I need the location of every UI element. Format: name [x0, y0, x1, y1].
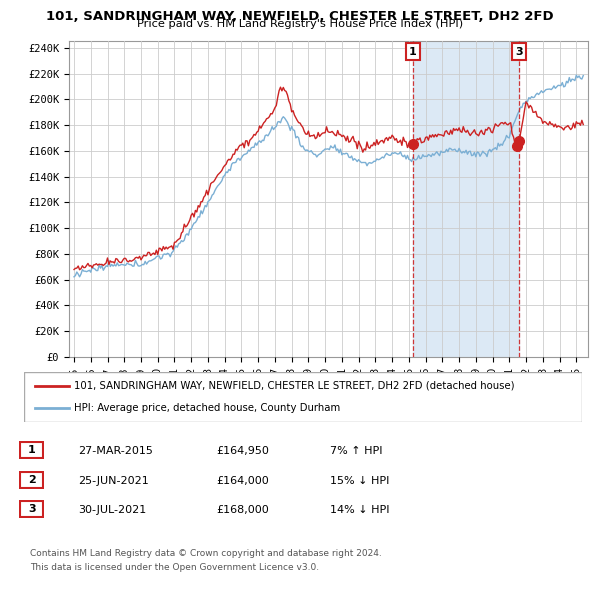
- Text: 1: 1: [409, 47, 416, 57]
- Text: 101, SANDRINGHAM WAY, NEWFIELD, CHESTER LE STREET, DH2 2FD (detached house): 101, SANDRINGHAM WAY, NEWFIELD, CHESTER …: [74, 381, 515, 391]
- Text: £168,000: £168,000: [216, 506, 269, 515]
- Text: This data is licensed under the Open Government Licence v3.0.: This data is licensed under the Open Gov…: [30, 563, 319, 572]
- Text: 25-JUN-2021: 25-JUN-2021: [78, 476, 149, 486]
- Text: 3: 3: [28, 504, 35, 514]
- Text: Contains HM Land Registry data © Crown copyright and database right 2024.: Contains HM Land Registry data © Crown c…: [30, 549, 382, 558]
- Text: 7% ↑ HPI: 7% ↑ HPI: [330, 447, 383, 456]
- FancyBboxPatch shape: [20, 501, 43, 517]
- Text: £164,000: £164,000: [216, 476, 269, 486]
- Text: 2: 2: [28, 475, 35, 484]
- FancyBboxPatch shape: [20, 472, 43, 487]
- Text: HPI: Average price, detached house, County Durham: HPI: Average price, detached house, Coun…: [74, 403, 340, 413]
- Text: £164,950: £164,950: [216, 447, 269, 456]
- Text: 30-JUL-2021: 30-JUL-2021: [78, 506, 146, 515]
- Text: 14% ↓ HPI: 14% ↓ HPI: [330, 506, 389, 515]
- FancyBboxPatch shape: [20, 442, 43, 458]
- Bar: [413, 41, 519, 357]
- Text: 3: 3: [515, 47, 523, 57]
- Text: Price paid vs. HM Land Registry's House Price Index (HPI): Price paid vs. HM Land Registry's House …: [137, 19, 463, 30]
- Text: 15% ↓ HPI: 15% ↓ HPI: [330, 476, 389, 486]
- Text: 101, SANDRINGHAM WAY, NEWFIELD, CHESTER LE STREET, DH2 2FD: 101, SANDRINGHAM WAY, NEWFIELD, CHESTER …: [46, 10, 554, 23]
- Text: 27-MAR-2015: 27-MAR-2015: [78, 447, 153, 456]
- FancyBboxPatch shape: [24, 372, 582, 422]
- Text: 1: 1: [28, 445, 35, 455]
